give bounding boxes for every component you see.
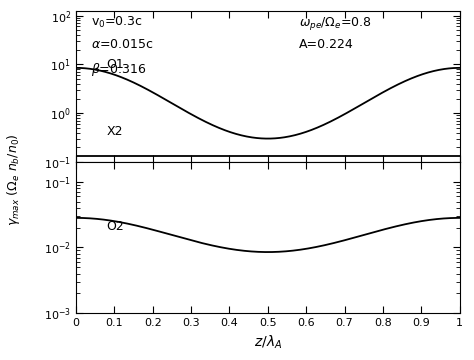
Text: X2: X2 bbox=[107, 125, 123, 138]
Text: $\beta$=0.316: $\beta$=0.316 bbox=[91, 61, 146, 78]
Text: $\omega_{pe}/\Omega_e$=0.8: $\omega_{pe}/\Omega_e$=0.8 bbox=[299, 15, 371, 32]
Text: A=0.224: A=0.224 bbox=[299, 38, 353, 51]
X-axis label: $z/\lambda_A$: $z/\lambda_A$ bbox=[254, 334, 282, 351]
Text: O1: O1 bbox=[107, 58, 124, 71]
Text: v$_0$=0.3c: v$_0$=0.3c bbox=[91, 15, 143, 31]
Text: O2: O2 bbox=[107, 220, 124, 233]
Text: $\gamma_{max}$ ($\Omega_e$ $n_b/n_0$): $\gamma_{max}$ ($\Omega_e$ $n_b/n_0$) bbox=[5, 134, 22, 226]
Text: $\alpha$=0.015c: $\alpha$=0.015c bbox=[91, 38, 154, 51]
